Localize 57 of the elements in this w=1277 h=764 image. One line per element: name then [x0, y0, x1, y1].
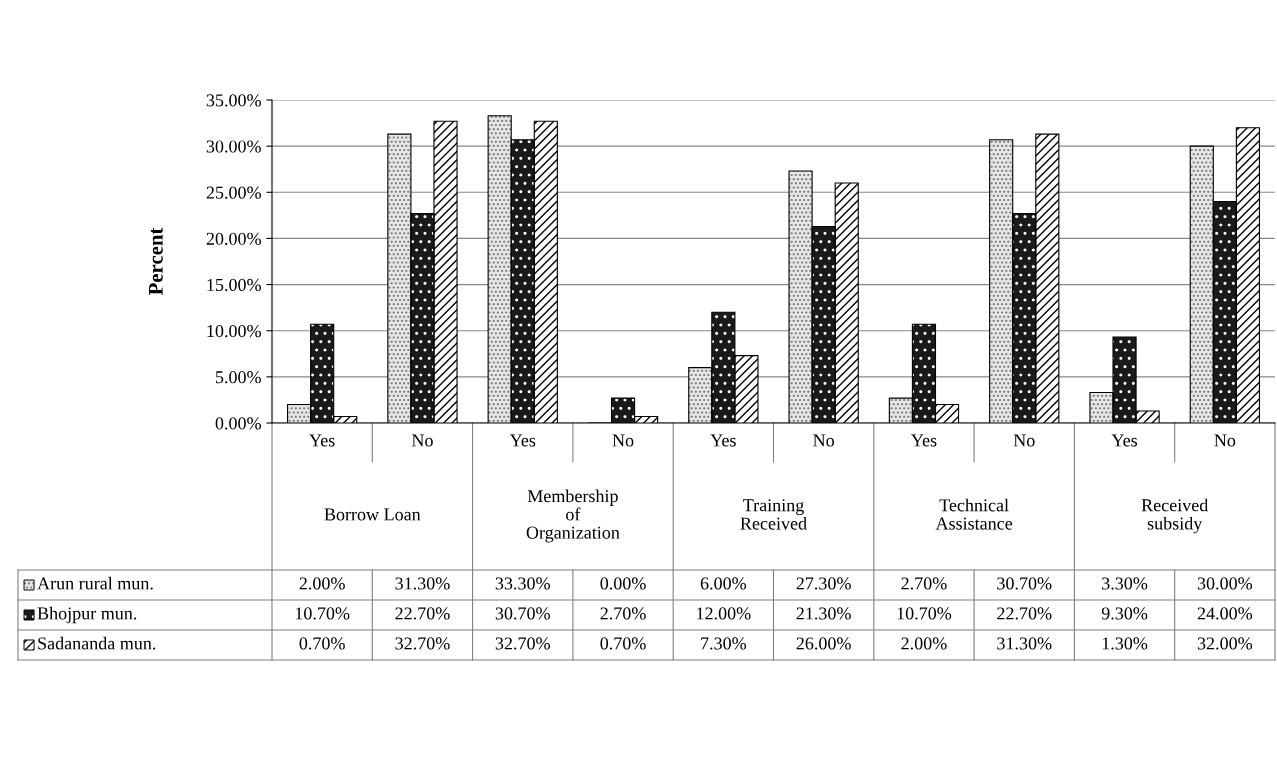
y-tick-label: 5.00% [216, 371, 261, 384]
data-label: 2.70% [901, 577, 947, 590]
data-label: 1.30% [1102, 637, 1148, 650]
data-label: 10.70% [897, 607, 952, 620]
data-label: 22.70% [395, 607, 450, 620]
data-label: 22.70% [997, 607, 1052, 620]
y-tick-label: 10.00% [207, 324, 261, 338]
data-label: 0.70% [600, 637, 646, 650]
x-tick-label: Yes [710, 434, 736, 447]
data-label: 33.30% [495, 577, 550, 590]
data-label: 21.30% [796, 607, 851, 620]
x-tick-label: No [813, 434, 834, 447]
data-label: 0.70% [299, 637, 345, 650]
data-label: 30.70% [997, 577, 1052, 590]
data-label: 32.00% [1197, 637, 1253, 650]
x-tick-label: Yes [309, 434, 335, 447]
y-tick-label: 35.00% [206, 94, 261, 107]
data-label: 31.30% [395, 577, 450, 590]
data-label: 2.70% [600, 607, 646, 620]
x-tick-label: No [411, 434, 433, 447]
x-tick-label: No [612, 434, 634, 447]
text: Technical Assistance [935, 498, 1013, 530]
text: Membership of Organization [526, 489, 620, 543]
x-tick-label: No [1214, 434, 1236, 447]
y-tick-label: 15.00% [207, 278, 261, 292]
legend-label: Bhojpur mun. [37, 606, 137, 624]
text: Training Received [740, 499, 807, 530]
y-tick-label: 25.00% [206, 186, 261, 199]
data-label: 30.70% [495, 607, 550, 620]
legend-label: Arun rural mun. [37, 576, 153, 590]
data-label: 12.00% [697, 607, 751, 620]
data-label: 6.00% [700, 577, 747, 590]
data-label: 2.00% [901, 637, 947, 650]
data-label: 2.00% [299, 577, 345, 590]
data-label: 32.70% [395, 637, 450, 650]
data-label: 7.30% [701, 637, 747, 650]
text: Borrow Loan [324, 508, 421, 521]
x-tick-label: Yes [509, 434, 536, 447]
data-label: 27.30% [796, 577, 851, 590]
data-label: 31.30% [997, 637, 1052, 650]
y-tick-label: 0.00% [215, 417, 261, 430]
data-label: 26.00% [796, 637, 851, 650]
data-label: 3.30% [1102, 577, 1148, 590]
y-tick-label: 20.00% [206, 232, 261, 245]
data-label: 32.70% [495, 637, 550, 650]
data-label: 24.00% [1197, 607, 1253, 620]
legend-label: Sadananda mun. [38, 636, 156, 650]
x-tick-label: Yes [1111, 434, 1138, 447]
y-axis-title: Percent [148, 227, 163, 296]
data-label: 0.00% [600, 577, 646, 590]
data-label: 30.00% [1197, 577, 1253, 590]
data-label: 9.30% [1101, 607, 1148, 620]
x-tick-label: No [1013, 434, 1035, 447]
x-tick-label: Yes [911, 434, 937, 447]
text: Received subsidy [1141, 498, 1209, 534]
y-tick-label: 30.00% [206, 140, 261, 153]
data-label: 10.70% [295, 607, 350, 620]
